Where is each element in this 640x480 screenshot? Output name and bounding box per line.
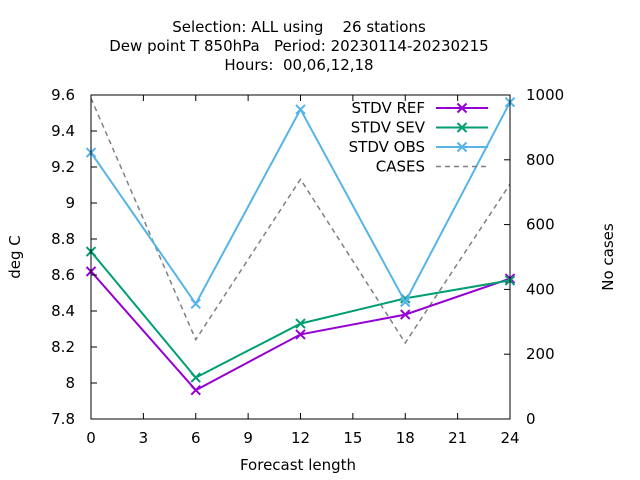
legend-item: STDV REF [351,99,488,117]
y2-tick-label: 800 [526,151,555,169]
y-axis-label: deg C [6,235,24,279]
title-line-1: Selection: ALL using 26 stations [172,18,426,36]
legend-label: STDV OBS [349,138,425,156]
legend-marker [456,122,468,133]
legend-marker-b [456,122,468,133]
x-tick-label: 12 [291,429,310,447]
y2-tick-label: 600 [526,216,555,234]
series-stdv-obs [85,96,516,310]
data-point-b [400,309,411,320]
legend-marker [456,102,468,114]
data-point [190,372,201,383]
x-tick-label: 0 [86,429,96,447]
y-tick-label: 9.4 [51,122,75,140]
x-tick-label: 15 [343,429,362,447]
legend-item: STDV SEV [351,119,488,137]
data-point-b [295,104,306,115]
legend-label: STDV SEV [351,119,426,137]
y2-tick-label: 200 [526,345,555,363]
series-layer [85,96,516,396]
legend-marker [456,141,468,153]
x-tick-label: 18 [396,429,415,447]
y-tick-label: 8.8 [51,230,75,248]
series-stdv-ref [85,266,516,396]
data-point [295,104,306,115]
y-tick-label: 8 [65,374,75,392]
series-stdv-sev [85,246,516,383]
y2-tick-label: 0 [526,410,536,428]
y-tick-label: 9 [65,194,75,212]
legend-item: STDV OBS [349,138,488,156]
data-point [190,298,201,310]
y-tick-label: 7.8 [51,410,75,428]
data-point-b [400,296,411,308]
y-tick-label: 8.4 [51,302,75,320]
ticks-layer: 0 3 6 9 12 15 18 21 24 7.8 8 8.2 8.4 8.6 8.8 9 9.2 9.4 9.6… [51,86,564,447]
plot-frame [90,94,511,420]
legend-label: CASES [376,158,425,176]
x-tick-label: 24 [500,429,519,447]
y-tick-label: 8.6 [51,266,75,284]
data-point-b [295,329,306,340]
y2-tick-label: 400 [526,280,555,298]
series-line [90,270,511,392]
series-line [90,250,511,379]
x-tick-label: 9 [243,429,253,447]
data-point [400,309,411,320]
legend-marker-b [456,102,468,114]
data-point [400,296,411,308]
data-point [295,318,306,329]
y2-tick-label: 1000 [526,86,564,104]
series-cases [90,97,511,345]
x-tick-label: 6 [191,429,201,447]
series-line [90,101,511,306]
x-tick-label: 3 [139,429,149,447]
x-tick-label: 21 [448,429,467,447]
series-line [90,97,511,345]
legend-marker-b [456,141,468,153]
data-point-b [190,298,201,310]
y2-axis-label: No cases [599,223,617,291]
y-tick-label: 9.2 [51,158,75,176]
legend-item: CASES [376,158,488,176]
y-tick-label: 9.6 [51,86,75,104]
x-axis-label: Forecast length [240,456,356,474]
data-point-b [295,318,306,329]
title-line-2: Dew point T 850hPa Period: 20230114-2023… [109,37,488,55]
y-tick-label: 8.2 [51,338,75,356]
data-point-b [190,384,201,396]
data-point [295,329,306,340]
data-point-b [190,372,201,383]
data-point [190,384,201,396]
chart-title: Selection: ALL using 26 stations Dew poi… [109,18,488,74]
legend-label: STDV REF [351,99,425,117]
title-line-3: Hours: 00,06,12,18 [224,56,373,74]
